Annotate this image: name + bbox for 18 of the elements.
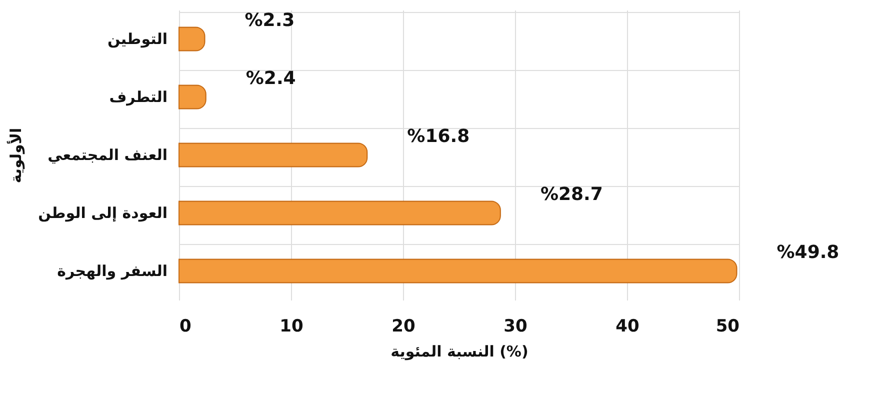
x-tick-label: 20 [392,316,416,336]
data-label: %28.7 [540,184,603,205]
x-tick-label: 0 [180,316,192,336]
x-tick-label: 50 [716,316,740,336]
x-tick-label: 30 [504,316,528,336]
x-axis-title: النسبة المئوية (%) [390,342,528,360]
data-label: %2.4 [246,68,296,89]
y-tick-label: السفر والهجرة [57,262,168,280]
y-tick-label: العودة إلى الوطن [38,204,168,222]
data-label: %16.8 [407,126,470,147]
x-tick-label: 10 [280,316,304,336]
data-label: %49.8 [776,242,840,263]
x-tick-label: 40 [616,316,640,336]
data-label: %2.3 [244,10,295,31]
y-tick-label: العنف المجتمعي [48,146,168,164]
y-tick-label: التطرف [109,88,168,106]
y-tick-label: التوطين [107,30,168,48]
y-axis-title: الأولوية [6,128,26,184]
